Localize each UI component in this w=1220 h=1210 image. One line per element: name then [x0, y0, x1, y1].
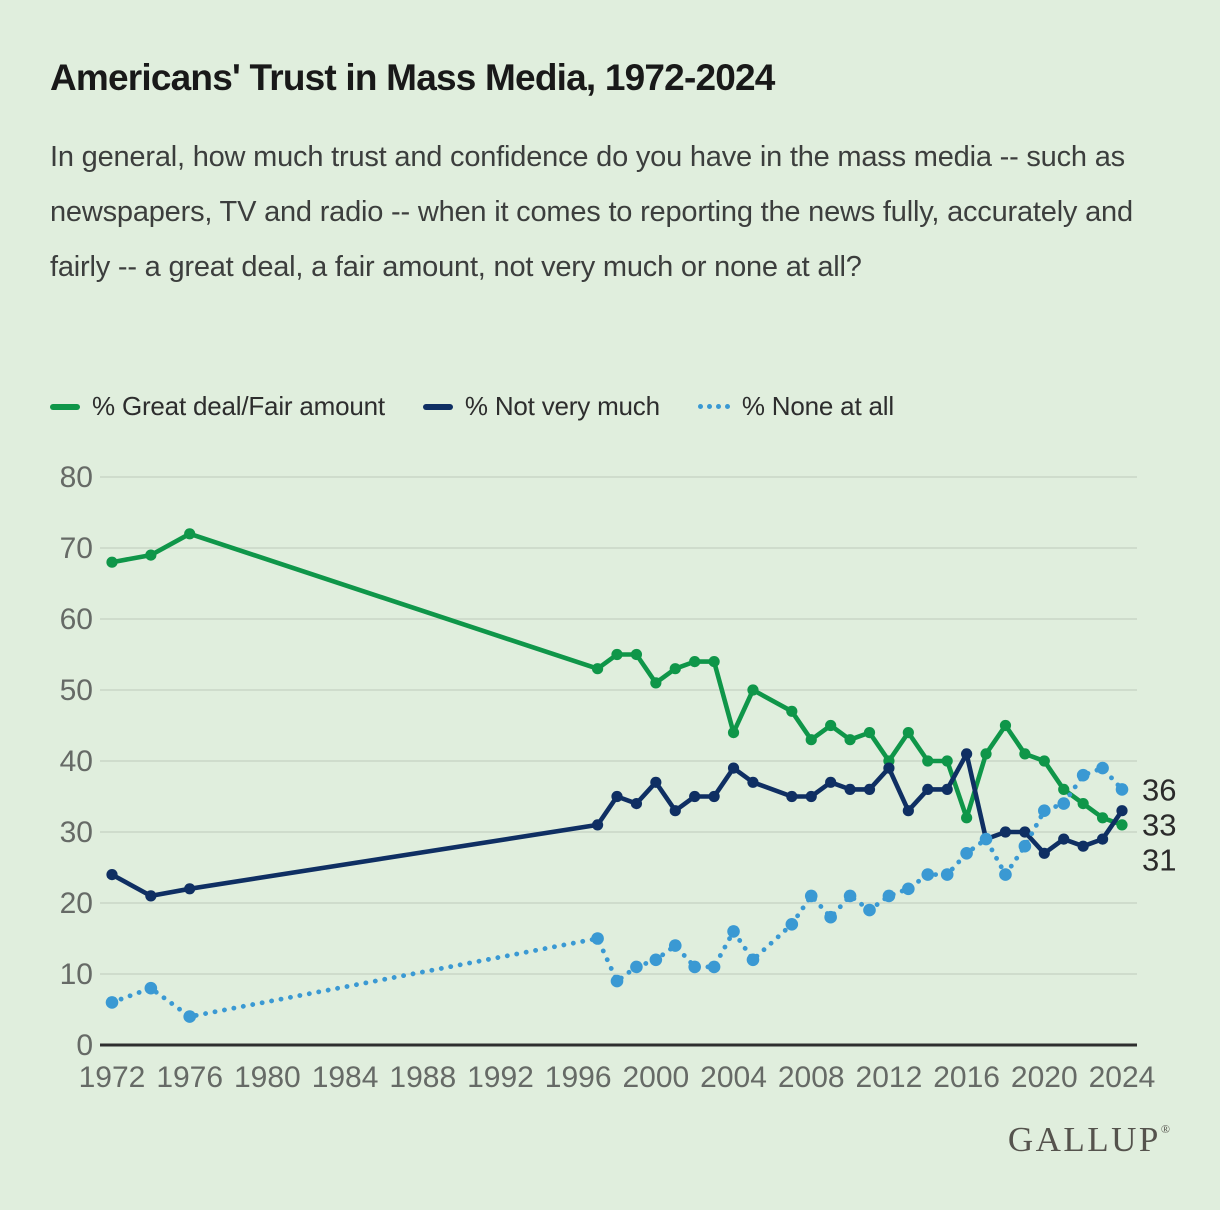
svg-text:2020: 2020	[1011, 1061, 1078, 1094]
svg-text:1992: 1992	[467, 1061, 534, 1094]
svg-text:1972: 1972	[79, 1061, 146, 1094]
svg-text:1996: 1996	[545, 1061, 612, 1094]
chart-title: Americans' Trust in Mass Media, 1972-202…	[50, 57, 775, 98]
legend-swatch-green-line-icon	[50, 403, 80, 410]
svg-text:30: 30	[60, 816, 93, 849]
svg-text:31: 31	[1142, 842, 1176, 877]
svg-text:10: 10	[60, 958, 93, 991]
legend-item-label: % Great deal/Fair amount	[92, 391, 385, 421]
svg-text:36: 36	[1142, 772, 1176, 807]
svg-text:2004: 2004	[700, 1061, 767, 1094]
registered-trademark-icon: ®	[1160, 1122, 1170, 1136]
gallup-logo-text: GALLUP	[1007, 1120, 1161, 1159]
svg-text:1988: 1988	[389, 1061, 456, 1094]
legend-item-great-deal-fair-amount: % Great deal/Fair amount	[50, 391, 385, 422]
svg-text:2024: 2024	[1089, 1061, 1156, 1094]
legend-item-none-at-all: % None at all	[697, 391, 894, 422]
svg-text:2000: 2000	[622, 1061, 689, 1094]
svg-text:2012: 2012	[856, 1061, 923, 1094]
svg-text:1980: 1980	[234, 1061, 301, 1094]
svg-text:20: 20	[60, 887, 93, 920]
svg-text:33: 33	[1142, 807, 1176, 842]
svg-text:50: 50	[60, 674, 93, 707]
svg-text:1976: 1976	[156, 1061, 223, 1094]
legend-swatch-dotted-line-icon	[697, 404, 730, 409]
legend-item-label: % None at all	[741, 391, 894, 421]
chart-question: In general, how much trust and confidenc…	[50, 141, 1133, 283]
svg-text:0: 0	[76, 1029, 93, 1062]
svg-text:70: 70	[60, 532, 93, 565]
svg-text:2008: 2008	[778, 1061, 845, 1094]
svg-text:40: 40	[60, 745, 93, 778]
svg-text:80: 80	[60, 461, 93, 494]
legend-item-not-very-much: % Not very much	[422, 391, 660, 422]
legend-swatch-navy-line-icon	[422, 403, 453, 410]
svg-text:1984: 1984	[312, 1061, 379, 1094]
svg-text:60: 60	[60, 603, 93, 636]
gallup-logo: GALLUP®	[1008, 1120, 1170, 1160]
chart-legend: % Great deal/Fair amount % Not very much…	[50, 391, 894, 422]
svg-text:2016: 2016	[933, 1061, 1000, 1094]
legend-item-label: % Not very much	[464, 391, 660, 421]
